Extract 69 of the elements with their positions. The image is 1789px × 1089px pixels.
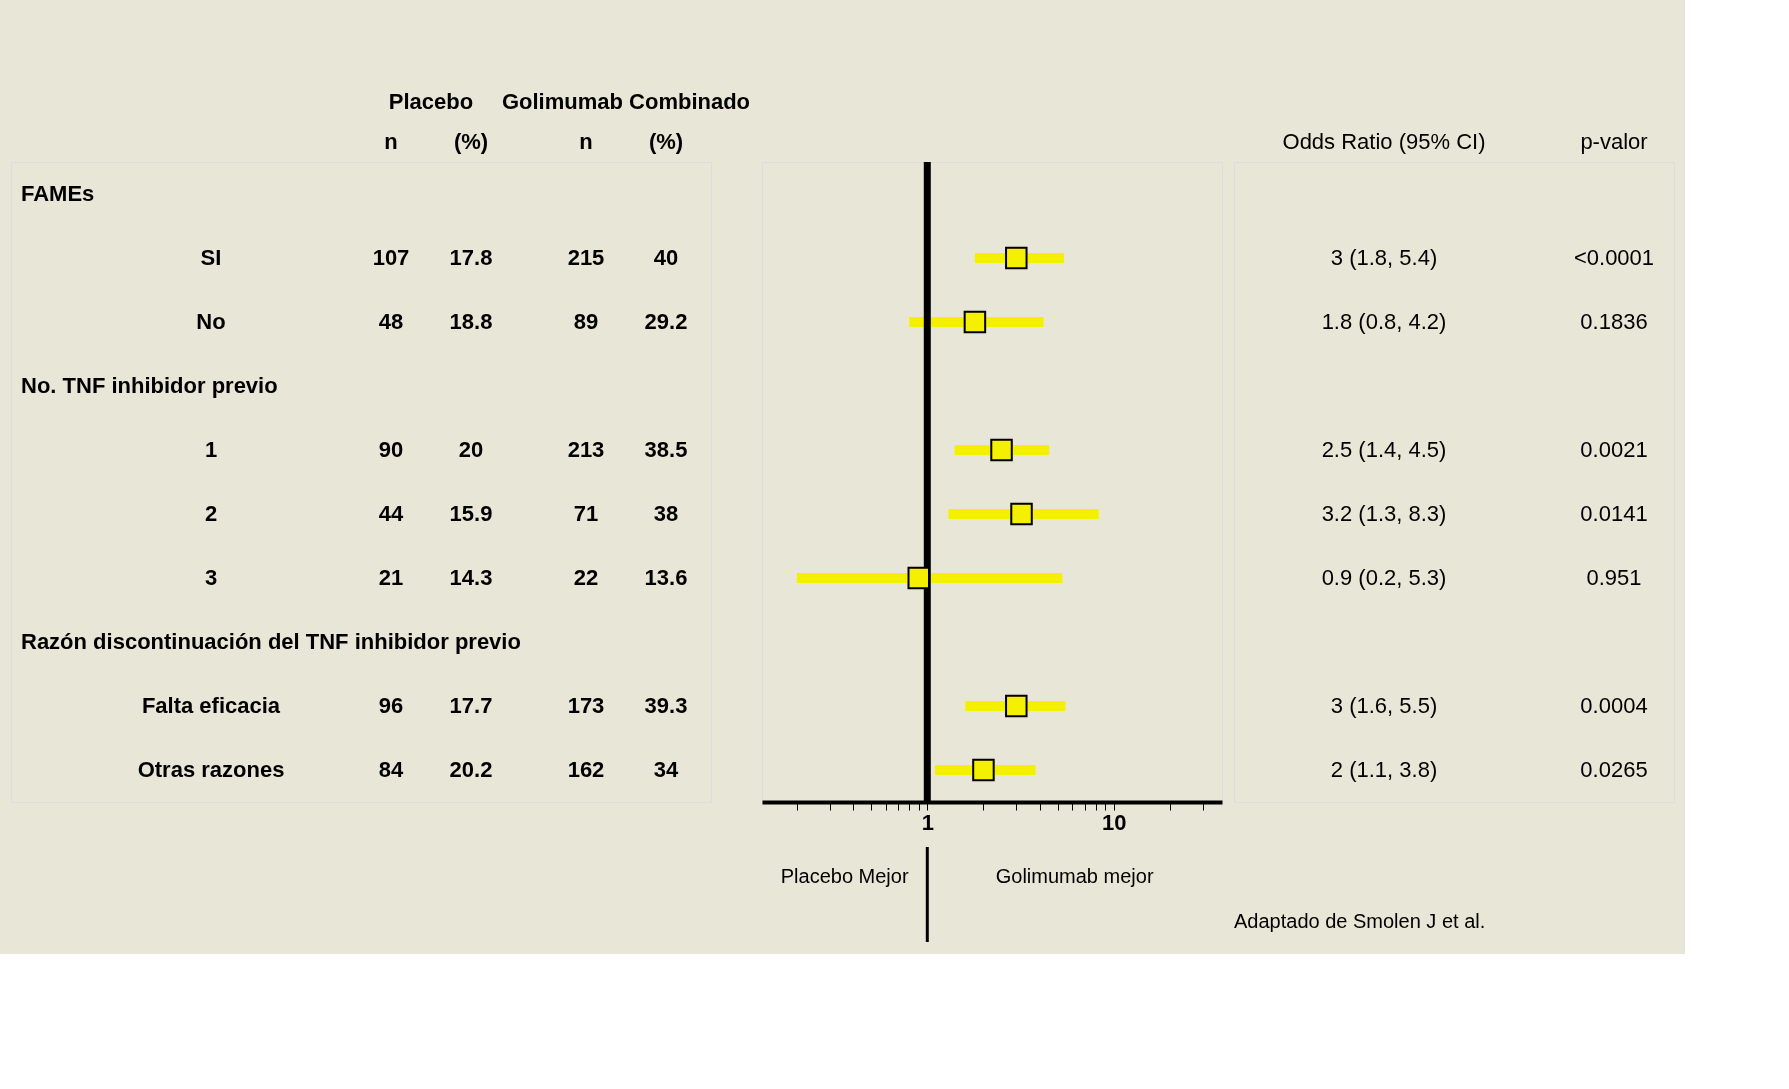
x-tick-label: 10	[1102, 809, 1127, 835]
text: 20.2	[449, 757, 493, 782]
category-label: n	[384, 129, 398, 154]
category-label: 3	[204, 565, 218, 590]
category-label: Otras razones	[137, 757, 285, 782]
text: 34	[653, 757, 679, 782]
category-label: FAMEs	[21, 181, 95, 206]
point	[1005, 694, 1028, 718]
text: 20	[458, 437, 484, 462]
text: 29.2	[644, 309, 688, 334]
category-label: No. TNF inhibidor previo	[21, 373, 278, 398]
text: 0.0004	[1580, 693, 1648, 718]
text: 48	[378, 309, 404, 334]
text: 173	[567, 693, 605, 718]
text: 162	[567, 757, 605, 782]
text: 38	[653, 501, 679, 526]
category-label: Odds Ratio (95% CI)	[1282, 129, 1486, 154]
text: 0.0021	[1580, 437, 1648, 462]
category-label: p-valor	[1580, 129, 1648, 154]
text: 0.0141	[1580, 501, 1648, 526]
text: 84	[378, 757, 404, 782]
text: Placebo Mejor	[780, 865, 909, 887]
text: 3.2 (1.3, 8.3)	[1321, 501, 1447, 526]
text: 213	[567, 437, 605, 462]
text: 0.0265	[1580, 757, 1648, 782]
text: 71	[573, 501, 599, 526]
text: 18.8	[449, 309, 493, 334]
text: Golimumab Combinado	[501, 89, 751, 114]
text: 14.3	[449, 565, 493, 590]
text: 96	[378, 693, 404, 718]
text: 39.3	[644, 693, 688, 718]
text: Adaptado de Smolen J et al.	[1234, 910, 1486, 932]
point	[963, 310, 987, 334]
category-label: (%)	[648, 129, 684, 154]
text: 38.5	[644, 437, 688, 462]
category-label: Falta eficacia	[141, 693, 281, 718]
point	[1005, 246, 1028, 270]
text: 2 (1.1, 3.8)	[1330, 757, 1438, 782]
category-label: (%)	[453, 129, 489, 154]
text: 0.9 (0.2, 5.3)	[1321, 565, 1447, 590]
text: 1.8 (0.8, 4.2)	[1321, 309, 1447, 334]
text: 3 (1.6, 5.5)	[1330, 693, 1438, 718]
category-label: SI	[200, 245, 222, 270]
text: 21	[378, 565, 404, 590]
text: 215	[567, 245, 605, 270]
text: 0.951	[1586, 565, 1642, 590]
text: 22	[573, 565, 599, 590]
point	[1010, 502, 1033, 526]
text: 44	[378, 501, 404, 526]
category-label: No	[196, 309, 226, 334]
category-label: 2	[204, 501, 218, 526]
text: 89	[573, 309, 599, 334]
text: 17.7	[449, 693, 493, 718]
category-label: Razón discontinuación del TNF inhibidor previo	[21, 629, 521, 654]
point	[972, 758, 995, 782]
text: 15.9	[449, 501, 493, 526]
category-label: 1	[204, 437, 218, 462]
text: 90	[378, 437, 404, 462]
text: 17.8	[449, 245, 493, 270]
text: 2.5 (1.4, 4.5)	[1321, 437, 1447, 462]
text: 0.1836	[1580, 309, 1648, 334]
text: 3 (1.8, 5.4)	[1330, 245, 1438, 270]
text: Golimumab mejor	[995, 865, 1154, 887]
text: 40	[653, 245, 679, 270]
text: Placebo	[388, 89, 474, 114]
text: <0.0001	[1573, 245, 1655, 270]
text: 107	[372, 245, 410, 270]
text: 13.6	[644, 565, 688, 590]
category-label: n	[579, 129, 593, 154]
